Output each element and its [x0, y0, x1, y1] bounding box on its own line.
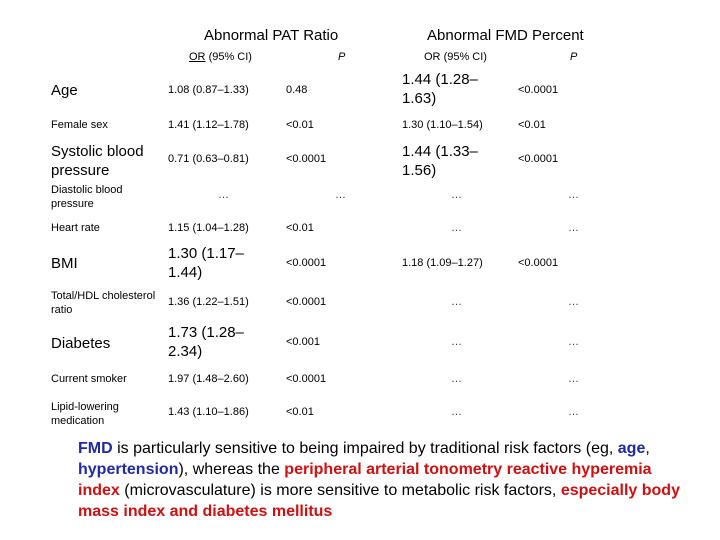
pat-or-cell: … [218, 189, 229, 201]
pat-or-cell: 1.30 (1.17–1.44) [168, 245, 244, 281]
fmd-or-subheader: OR (95% CI) [424, 51, 487, 63]
row-label: Female sex [51, 119, 108, 131]
pat-or-cell: 1.36 (1.22–1.51) [168, 296, 249, 308]
row-label: Total/HDL cholesterol ratio [51, 290, 156, 316]
pat-or-subheader: OR (95% CI) [189, 51, 252, 63]
pat-or-cell: 1.15 (1.04–1.28) [168, 222, 249, 234]
fmd-p-cell: … [568, 296, 579, 308]
ci-label: (95% CI) [208, 51, 252, 63]
fmd-p-cell: … [568, 222, 579, 234]
pat-or-cell: 1.97 (1.48–2.60) [168, 373, 249, 385]
fmd-p-cell: … [568, 373, 579, 385]
fmd-or-cell: 1.44 (1.33–1.56) [402, 143, 478, 179]
pat-or-cell: 1.08 (0.87–1.33) [168, 84, 249, 96]
fmd-or-cell: … [451, 222, 462, 234]
or-label: OR [189, 51, 206, 63]
pat-or-cell: 0.71 (0.63–0.81) [168, 153, 249, 165]
pat-p-subheader: P [338, 51, 346, 63]
row-label: Diabetes [51, 335, 111, 352]
pat-p-cell: <0.0001 [286, 373, 327, 385]
pat-p-cell: <0.01 [286, 222, 314, 234]
fmd-header: Abnormal FMD Percent [427, 27, 584, 44]
fmd-p-cell: <0.01 [518, 119, 546, 131]
pat-p-cell: <0.0001 [286, 153, 327, 165]
pat-or-cell: 1.73 (1.28–2.34) [168, 324, 244, 360]
pat-p-cell: <0.01 [286, 406, 314, 418]
row-label: Age [51, 82, 78, 99]
fmd-or-cell: … [451, 406, 462, 418]
pat-p-cell: <0.0001 [286, 257, 327, 269]
pat-or-cell: 1.43 (1.10–1.86) [168, 406, 249, 418]
row-label: Heart rate [51, 222, 100, 234]
row-label: Systolic blood pressure [51, 143, 144, 179]
fmd-p-cell: <0.0001 [518, 257, 559, 269]
fmd-p-subheader: P [570, 51, 578, 63]
fmd-or-cell: … [451, 189, 462, 201]
pat-p-cell: … [335, 189, 346, 201]
fmd-p-cell: … [568, 406, 579, 418]
fmd-p-cell: <0.0001 [518, 153, 559, 165]
pat-or-cell: 1.41 (1.12–1.78) [168, 119, 249, 131]
pat-p-cell: <0.0001 [286, 296, 327, 308]
row-label: Lipid-lowering medication [51, 401, 119, 427]
summary-note: FMD is particularly sensitive to being i… [78, 440, 680, 520]
fmd-or-cell: 1.44 (1.28–1.63) [402, 71, 478, 107]
fmd-or-cell: 1.30 (1.10–1.54) [402, 119, 483, 131]
row-label: Diastolic blood pressure [51, 184, 123, 210]
fmd-or-cell: … [451, 296, 462, 308]
fmd-or-cell: 1.18 (1.09–1.27) [402, 257, 483, 269]
fmd-p-cell: <0.0001 [518, 84, 559, 96]
pat-p-cell: <0.001 [286, 336, 320, 348]
fmd-p-cell: … [568, 189, 579, 201]
pat-p-cell: 0.48 [286, 84, 308, 96]
row-label: BMI [51, 255, 78, 272]
fmd-or-cell: … [451, 336, 462, 348]
pat-p-cell: <0.01 [286, 119, 314, 131]
row-label: Current smoker [51, 373, 127, 385]
fmd-or-cell: … [451, 373, 462, 385]
fmd-p-cell: … [568, 336, 579, 348]
pat-header: Abnormal PAT Ratio [204, 27, 339, 44]
